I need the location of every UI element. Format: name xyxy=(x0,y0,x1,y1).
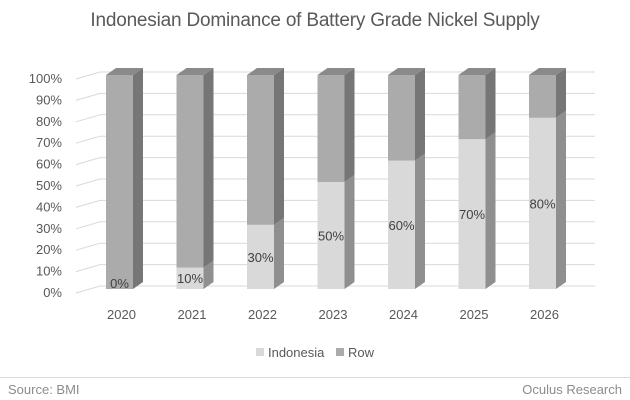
bar-2021: 10% xyxy=(176,68,214,289)
svg-text:30%: 30% xyxy=(36,221,62,236)
x-axis-label: 2022 xyxy=(248,307,277,322)
legend-label: Row xyxy=(348,344,375,360)
svg-text:70%: 70% xyxy=(36,135,62,150)
legend-item-row[interactable]: Row xyxy=(336,345,374,360)
svg-text:10%: 10% xyxy=(36,264,62,279)
x-axis-label: 2023 xyxy=(319,307,348,322)
svg-text:80%: 80% xyxy=(36,114,62,129)
data-label: 70% xyxy=(459,207,485,222)
chart-plot-area: 0% 10% 20% 30% 40% 50% 60% 70% 80% 90% 100% 0% 10% 3… xyxy=(29,68,595,322)
source-note: Source: BMI xyxy=(8,382,80,397)
data-label: 60% xyxy=(388,218,414,233)
svg-text:90%: 90% xyxy=(36,92,62,107)
bar-2024: 60% xyxy=(388,68,425,289)
bar-2023: 50% xyxy=(317,68,355,289)
legend-item-indonesia[interactable]: Indonesia xyxy=(255,344,325,360)
bars: 0% 10% 30% 50% 60% 70% 80% xyxy=(106,68,566,291)
attribution: Oculus Research xyxy=(522,382,622,397)
legend: Indonesia Row xyxy=(0,344,630,360)
x-axis-label: 2026 xyxy=(530,307,559,322)
legend-swatch-icon xyxy=(336,348,344,356)
x-axis-label: 2025 xyxy=(460,307,489,322)
bar-2026: 80% xyxy=(529,68,566,289)
data-label: 80% xyxy=(529,196,555,211)
bar-2022: 30% xyxy=(247,68,284,289)
legend-label: Indonesia xyxy=(267,344,325,360)
x-axis-label: 2024 xyxy=(389,307,418,322)
svg-text:50%: 50% xyxy=(36,178,62,193)
y-axis-labels: 0% 10% 20% 30% 40% 50% 60% 70% 80% 90% 100% xyxy=(29,71,63,300)
chart-title: Indonesian Dominance of Battery Grade Ni… xyxy=(90,10,540,31)
data-label: 30% xyxy=(247,250,273,265)
data-label: 10% xyxy=(177,271,203,286)
svg-text:100%: 100% xyxy=(29,71,63,86)
svg-text:0%: 0% xyxy=(43,285,62,300)
legend-swatch-icon xyxy=(255,348,264,356)
svg-text:40%: 40% xyxy=(36,199,62,214)
svg-text:60%: 60% xyxy=(36,157,62,172)
svg-text:20%: 20% xyxy=(36,242,62,257)
bar-2020: 0% xyxy=(106,68,143,291)
x-axis-label: 2020 xyxy=(107,307,136,322)
x-axis-label: 2021 xyxy=(178,307,207,322)
data-label: 0% xyxy=(110,276,129,291)
data-label: 50% xyxy=(318,229,344,244)
footer-divider xyxy=(0,377,630,378)
bar-2025: 70% xyxy=(458,68,496,289)
x-axis-labels: 2020 2021 2022 2023 2024 2025 2026 xyxy=(107,307,559,322)
